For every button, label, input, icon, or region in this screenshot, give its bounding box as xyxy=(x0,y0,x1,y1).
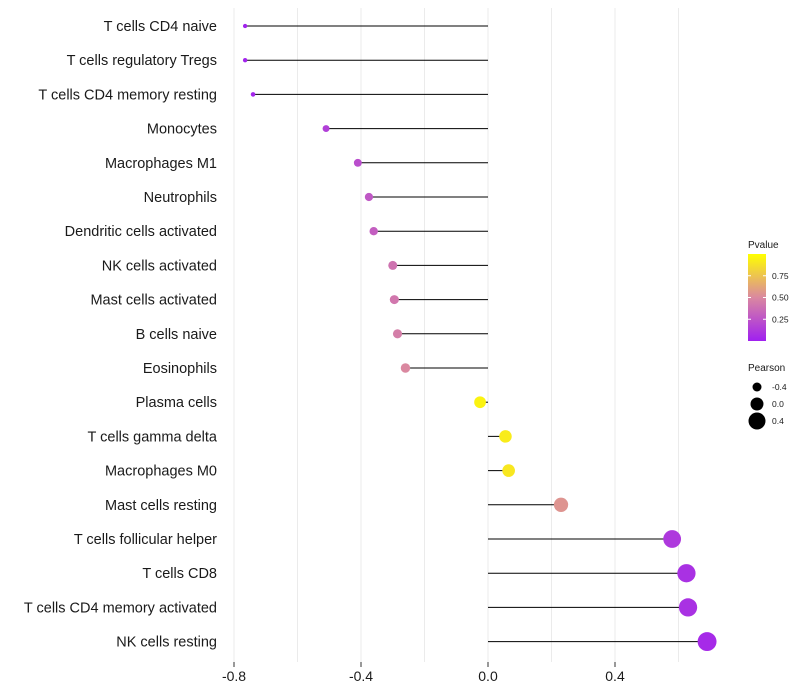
lollipop-point xyxy=(389,295,399,305)
stems-layer xyxy=(245,25,708,643)
pearson-legend-key xyxy=(750,397,764,411)
category-label: T cells gamma delta xyxy=(88,429,218,445)
x-axis: -0.8 -0.4 0.0 0.4 xyxy=(222,662,625,684)
pvalue-legend: Pvalue 0.25 0.50 0.75 xyxy=(748,240,789,341)
x-tick-label: 0.4 xyxy=(605,668,625,684)
grid-layer xyxy=(233,8,679,662)
lollipop-point xyxy=(697,632,717,652)
pvalue-colorbar xyxy=(748,254,766,341)
category-label: Mast cells activated xyxy=(90,293,217,309)
lollipop-point xyxy=(502,464,515,477)
category-label: Monocytes xyxy=(147,122,217,138)
lollipop-point xyxy=(364,192,374,202)
category-label: Macrophages M1 xyxy=(105,156,217,172)
pvalue-legend-title: Pvalue xyxy=(748,240,779,251)
category-label: Plasma cells xyxy=(136,395,217,411)
lollipop-point xyxy=(322,125,330,133)
lollipop-point xyxy=(353,158,362,167)
lollipop-point xyxy=(369,227,378,236)
category-label: Neutrophils xyxy=(144,190,217,206)
points-layer xyxy=(242,23,717,652)
lollipop-point xyxy=(392,329,403,339)
lollipop-point xyxy=(474,396,486,409)
category-label: T cells follicular helper xyxy=(74,532,217,548)
lollipop-point xyxy=(242,23,248,29)
x-tick-label: 0.0 xyxy=(478,668,498,684)
pearson-legend-key xyxy=(748,412,766,430)
lollipop-point xyxy=(678,598,698,617)
category-label: T cells CD8 xyxy=(142,566,217,582)
pearson-legend-label: 0.0 xyxy=(772,399,784,409)
category-label: T cells CD4 naive xyxy=(104,19,217,35)
category-label: B cells naive xyxy=(136,327,217,343)
category-label: T cells regulatory Tregs xyxy=(67,53,217,69)
x-tick-label: -0.8 xyxy=(222,668,246,684)
category-label: Macrophages M0 xyxy=(105,464,217,480)
lollipop-point xyxy=(242,58,248,63)
category-label: Eosinophils xyxy=(143,361,217,377)
x-tick-label: -0.4 xyxy=(349,668,373,684)
pearson-legend-label: -0.4 xyxy=(772,382,787,392)
category-label: T cells CD4 memory resting xyxy=(38,87,217,103)
pearson-legend-title: Pearson xyxy=(748,363,785,374)
pvalue-legend-label: 0.25 xyxy=(772,314,789,324)
pearson-legend-key xyxy=(752,382,762,392)
pearson-legend-label: 0.4 xyxy=(772,416,784,426)
pvalue-legend-label: 0.50 xyxy=(772,293,789,303)
pearson-legend-items: -0.4 0.0 0.4 xyxy=(748,382,787,430)
category-label: NK cells resting xyxy=(116,635,217,651)
category-label: Dendritic cells activated xyxy=(65,224,217,240)
category-label: Mast cells resting xyxy=(105,498,217,514)
category-labels: T cells CD4 naive T cells regulatory Treg… xyxy=(24,19,218,651)
pearson-size-legend: Pearson -0.4 0.0 0.4 xyxy=(748,363,787,430)
pvalue-legend-label: 0.75 xyxy=(772,271,789,281)
category-label: NK cells activated xyxy=(102,258,217,274)
lollipop-point xyxy=(553,497,569,512)
pvalue-legend-ticks: 0.25 0.50 0.75 xyxy=(748,271,789,324)
lollipop-point xyxy=(400,363,411,373)
category-label: T cells CD4 memory activated xyxy=(24,600,217,616)
lollipop-point xyxy=(388,260,398,270)
lollipop-point xyxy=(250,92,256,97)
lollipop-point xyxy=(677,564,696,583)
lollipop-point xyxy=(499,430,512,443)
lollipop-point xyxy=(663,530,682,548)
